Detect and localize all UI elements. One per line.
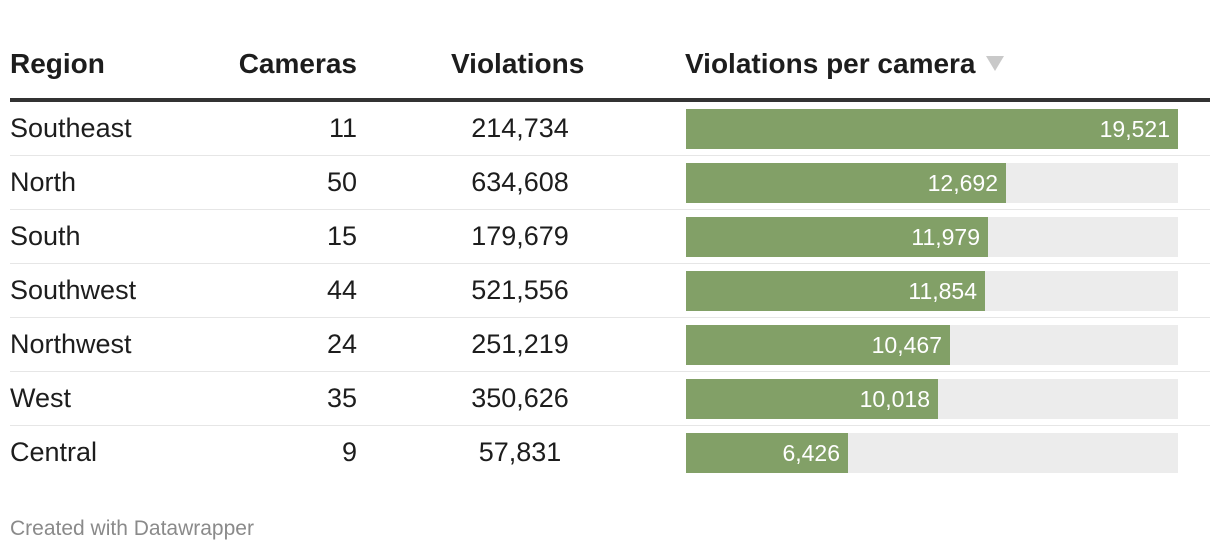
cell-violations: 634,608	[471, 167, 569, 197]
bar-violations-per-camera: 12,692	[686, 163, 1006, 203]
bar-track: 10,018	[686, 379, 1178, 419]
cell-region: Southeast	[10, 113, 132, 143]
table-row: West 35 350,626 10,018	[10, 372, 1210, 426]
bar-violations-per-camera: 10,018	[686, 379, 938, 419]
bar-violations-per-camera: 10,467	[686, 325, 950, 365]
bar-violations-per-camera: 11,979	[686, 217, 988, 257]
bar-track: 10,467	[686, 325, 1178, 365]
table-header: Region Cameras Violations Violations per…	[10, 40, 1210, 102]
footer-credit[interactable]: Created with Datawrapper	[10, 517, 254, 540]
bar-value-label: 6,426	[782, 440, 840, 466]
cell-violations: 350,626	[471, 383, 569, 413]
bar-violations-per-camera: 6,426	[686, 433, 848, 473]
data-table: Region Cameras Violations Violations per…	[10, 40, 1210, 479]
table-row: Southeast 11 214,734 19,521	[10, 102, 1210, 156]
cell-cameras: 15	[326, 221, 357, 251]
cell-cameras: 35	[326, 383, 357, 413]
cell-region: South	[10, 221, 81, 251]
cell-region: Central	[10, 437, 98, 467]
cell-violations: 179,679	[471, 221, 569, 251]
table-row: North 50 634,608 12,692	[10, 156, 1210, 210]
cell-cameras: 50	[326, 167, 357, 197]
sort-descending-icon[interactable]	[985, 56, 1004, 72]
bar-value-label: 19,521	[1099, 116, 1170, 142]
bar-violations-per-camera: 11,854	[686, 271, 985, 311]
table-row: Southwest 44 521,556 11,854	[10, 264, 1210, 318]
bar-track: 19,521	[686, 109, 1178, 149]
cell-cameras: 9	[341, 437, 357, 467]
cell-violations: 251,219	[471, 329, 569, 359]
bar-track: 12,692	[686, 163, 1178, 203]
table-row: Central 9 57,831 6,426	[10, 426, 1210, 479]
cell-cameras: 11	[328, 113, 357, 143]
cell-violations: 57,831	[478, 437, 562, 467]
header-violations-per-camera[interactable]: Violations per camera	[685, 48, 1004, 80]
cell-region: Northwest	[10, 329, 132, 359]
bar-track: 6,426	[686, 433, 1178, 473]
header-violations[interactable]: Violations	[451, 48, 585, 79]
cell-cameras: 24	[326, 329, 357, 359]
cell-region: West	[10, 383, 72, 413]
cell-region: North	[10, 167, 77, 197]
bar-value-label: 12,692	[927, 170, 998, 196]
bar-track: 11,979	[686, 217, 1178, 257]
bar-value-label: 10,467	[871, 332, 942, 358]
bar-value-label: 11,854	[908, 278, 977, 304]
cell-violations: 214,734	[471, 113, 569, 143]
bar-value-label: 11,979	[911, 224, 980, 250]
header-region[interactable]: Region	[10, 48, 105, 79]
bar-value-label: 10,018	[859, 386, 930, 412]
header-cameras[interactable]: Cameras	[238, 48, 357, 79]
table-row: Northwest 24 251,219 10,467	[10, 318, 1210, 372]
header-vpc-label: Violations per camera	[685, 48, 976, 79]
table-body: Southeast 11 214,734 19,521 North 50 634,608 12…	[10, 102, 1210, 479]
cell-violations: 521,556	[471, 275, 569, 305]
bar-violations-per-camera: 19,521	[686, 109, 1178, 149]
cell-region: Southwest	[10, 275, 137, 305]
cell-cameras: 44	[326, 275, 357, 305]
bar-track: 11,854	[686, 271, 1178, 311]
table-row: South 15 179,679 11,979	[10, 210, 1210, 264]
